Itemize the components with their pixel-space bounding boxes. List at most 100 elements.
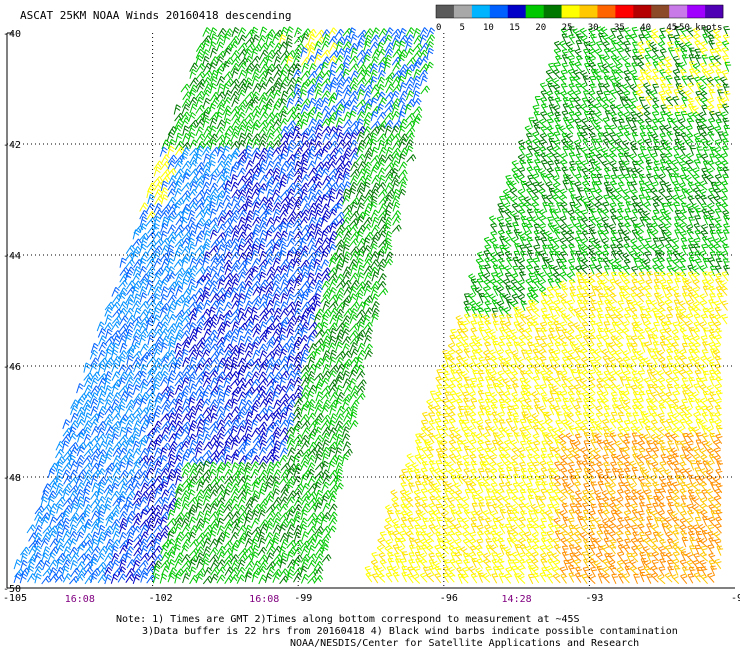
wind-barb bbox=[125, 259, 135, 268]
wind-barb bbox=[406, 57, 417, 66]
wind-barb bbox=[215, 91, 226, 101]
wind-barb bbox=[575, 33, 583, 44]
wind-barb bbox=[160, 168, 171, 178]
wind-barb bbox=[573, 384, 581, 395]
wind-barb bbox=[477, 370, 485, 381]
wind-barb bbox=[681, 96, 689, 108]
wind-barb bbox=[420, 75, 428, 86]
wind-barb bbox=[237, 42, 248, 52]
wind-barb bbox=[419, 34, 428, 45]
wind-barb bbox=[679, 27, 687, 38]
wind-barb bbox=[526, 166, 534, 177]
wind-barb bbox=[595, 96, 603, 107]
wind-barb bbox=[568, 34, 576, 45]
wind-barb bbox=[623, 69, 631, 81]
wind-barb bbox=[230, 90, 240, 101]
wind-barb bbox=[596, 307, 603, 319]
wind-barb bbox=[377, 69, 386, 80]
wind-barb bbox=[649, 41, 658, 52]
wind-barb bbox=[98, 390, 107, 401]
wind-barb bbox=[629, 69, 637, 81]
wind-barb bbox=[202, 117, 211, 128]
wind-barb bbox=[412, 82, 421, 93]
wind-barb bbox=[258, 488, 266, 499]
wind-barb bbox=[363, 111, 373, 122]
wind-barb bbox=[632, 48, 639, 60]
wind-barb bbox=[285, 221, 293, 233]
wind-barb bbox=[673, 384, 681, 395]
wind-barb bbox=[622, 83, 631, 94]
wind-barb bbox=[153, 420, 162, 431]
wind-barb bbox=[159, 328, 169, 338]
wind-barb bbox=[694, 96, 702, 107]
wind-barb bbox=[477, 398, 485, 410]
wind-barb bbox=[463, 300, 471, 311]
wind-barb bbox=[412, 106, 423, 115]
wind-barb bbox=[307, 89, 315, 100]
wind-barb bbox=[540, 96, 548, 108]
wind-barb bbox=[398, 176, 408, 185]
wind-barb bbox=[292, 69, 302, 80]
wind-barb bbox=[524, 425, 532, 436]
wind-barb bbox=[280, 90, 289, 101]
wind-barb bbox=[272, 161, 282, 171]
wind-barb bbox=[265, 76, 275, 87]
wind-barb bbox=[554, 167, 562, 178]
wind-barb bbox=[722, 229, 730, 240]
wind-barb bbox=[314, 76, 324, 86]
wind-barb bbox=[659, 76, 667, 87]
wind-barb bbox=[470, 278, 478, 289]
wind-barb bbox=[244, 82, 253, 93]
wind-barb bbox=[577, 187, 584, 198]
wind-barb bbox=[689, 145, 696, 156]
wind-barb bbox=[140, 382, 148, 394]
wind-barb bbox=[496, 440, 505, 451]
wind-barb bbox=[278, 82, 287, 93]
wind-barb bbox=[251, 119, 261, 129]
wind-barb bbox=[554, 90, 562, 101]
wind-barb bbox=[707, 447, 715, 459]
wind-barb bbox=[273, 77, 283, 87]
wind-barb bbox=[650, 243, 659, 254]
wind-barb bbox=[523, 378, 532, 388]
wind-barb bbox=[503, 236, 512, 247]
wind-barb bbox=[616, 40, 625, 51]
wind-barb bbox=[405, 34, 415, 44]
wind-barb bbox=[238, 34, 247, 45]
wind-barb bbox=[174, 334, 183, 345]
wind-barb bbox=[587, 103, 595, 114]
wind-barb bbox=[568, 243, 576, 254]
wind-barb bbox=[546, 167, 555, 178]
wind-barb bbox=[82, 455, 93, 464]
wind-barb bbox=[377, 273, 387, 283]
wind-barb bbox=[520, 474, 528, 486]
wind-barb bbox=[559, 440, 568, 451]
wind-barb bbox=[231, 67, 239, 79]
wind-barb bbox=[721, 69, 729, 81]
wind-barb bbox=[147, 334, 155, 346]
wind-barb bbox=[159, 302, 170, 312]
wind-barb bbox=[265, 119, 275, 129]
wind-barb bbox=[280, 26, 289, 37]
wind-barb bbox=[673, 34, 681, 45]
wind-barb bbox=[243, 48, 253, 59]
wind-barb bbox=[173, 259, 184, 268]
wind-barb bbox=[658, 34, 666, 45]
wind-barb bbox=[675, 62, 682, 74]
wind-barb bbox=[223, 301, 233, 312]
wind-barb bbox=[616, 47, 624, 58]
wind-barb bbox=[538, 223, 546, 234]
wind-barb bbox=[399, 90, 408, 101]
wind-barb bbox=[271, 112, 281, 122]
wind-barb bbox=[371, 182, 381, 193]
wind-barb bbox=[320, 230, 329, 241]
wind-barb bbox=[168, 425, 177, 436]
wind-barb bbox=[343, 103, 351, 114]
wind-barb bbox=[511, 495, 519, 506]
wind-barb bbox=[602, 103, 611, 114]
wind-barb bbox=[125, 377, 134, 387]
wind-barb bbox=[259, 26, 268, 37]
wind-barb bbox=[147, 496, 155, 507]
wind-barb bbox=[706, 356, 715, 367]
